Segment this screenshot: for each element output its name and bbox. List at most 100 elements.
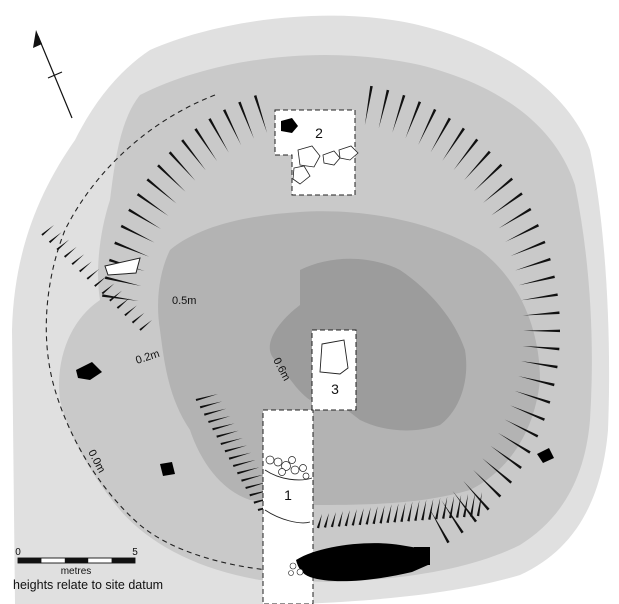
bank-hachure bbox=[41, 225, 54, 236]
stone-icon bbox=[296, 543, 430, 582]
bank-hachure bbox=[482, 458, 513, 484]
bank-hachure bbox=[455, 494, 462, 518]
bank-hachure bbox=[497, 432, 531, 454]
trench-2: 2 bbox=[274, 109, 359, 196]
bank-hachure bbox=[222, 109, 242, 146]
bank-hachure bbox=[131, 312, 145, 324]
stone-row bbox=[292, 145, 359, 185]
bank-hachure bbox=[365, 507, 371, 525]
bank-hachure bbox=[462, 493, 469, 518]
bank-hachure bbox=[232, 460, 256, 468]
bank-hachure bbox=[483, 177, 514, 203]
bank-hachure bbox=[441, 500, 464, 534]
bank-hachure bbox=[79, 261, 92, 273]
bank-hachure bbox=[136, 193, 169, 216]
bank-hachure bbox=[124, 305, 137, 317]
bank-hachure bbox=[208, 416, 231, 424]
bank-hachure bbox=[109, 290, 122, 302]
bank-hachure bbox=[414, 500, 420, 521]
bank-hachure bbox=[518, 376, 555, 387]
bank-hachure bbox=[364, 85, 373, 126]
bank-hachure bbox=[372, 506, 378, 525]
bank-hachure bbox=[428, 498, 434, 520]
bank-hachure bbox=[238, 101, 254, 139]
bank-hachure bbox=[405, 101, 422, 139]
north-arrow-icon bbox=[33, 30, 73, 119]
bank-hachure bbox=[448, 495, 455, 519]
bank-hachure bbox=[86, 268, 100, 280]
bank-hachure bbox=[510, 240, 546, 257]
scale-bar: 0 5 metres bbox=[15, 547, 138, 577]
bank-hachure bbox=[473, 469, 502, 498]
stone-icon bbox=[104, 257, 141, 276]
bank-hachure bbox=[323, 513, 329, 528]
bank-hachure bbox=[522, 345, 560, 351]
bank-hachure bbox=[228, 452, 252, 460]
bank-hachure bbox=[518, 275, 555, 286]
bank-hachure bbox=[237, 467, 260, 475]
stone-icon bbox=[414, 547, 430, 565]
bank-hachure bbox=[421, 499, 427, 521]
trench-label: 1 bbox=[284, 487, 292, 503]
bank-hachure bbox=[435, 497, 441, 520]
bank-hachure bbox=[330, 512, 336, 528]
stones bbox=[76, 257, 554, 582]
bank-hachure bbox=[358, 508, 364, 526]
bank-hachure bbox=[392, 94, 406, 133]
trench-1: 1 bbox=[262, 409, 314, 604]
contour-label: 0.5m bbox=[172, 295, 196, 307]
bank-hachure bbox=[181, 139, 206, 171]
stone-icon bbox=[160, 462, 175, 476]
bank-hachure bbox=[418, 108, 437, 145]
bank-hachure bbox=[453, 138, 479, 170]
bank-hachure bbox=[464, 150, 491, 181]
bank-hachure bbox=[146, 178, 177, 204]
bank-hachure bbox=[510, 405, 545, 421]
bank-hachure bbox=[101, 283, 115, 295]
stone-icon bbox=[76, 362, 102, 380]
bank-hachure bbox=[94, 276, 107, 287]
bank-hachure bbox=[379, 505, 385, 524]
bank-hachure bbox=[120, 224, 155, 243]
bank-hachure bbox=[212, 423, 235, 431]
bank-hachure bbox=[316, 514, 322, 529]
bank-hachure bbox=[505, 224, 540, 242]
bank-hachure bbox=[469, 492, 476, 517]
bank-hachure bbox=[523, 329, 561, 333]
bank-hachure bbox=[116, 298, 130, 309]
bank-hachure bbox=[199, 401, 223, 409]
bank-hachure bbox=[386, 504, 392, 524]
bank-hachure bbox=[491, 192, 523, 216]
bank-hachure bbox=[521, 361, 558, 369]
bank-hachure bbox=[474, 163, 503, 192]
bank-hachure bbox=[63, 246, 77, 258]
bank-hachure bbox=[515, 257, 551, 271]
scale-end-label: 5 bbox=[132, 547, 138, 558]
bank-hachure bbox=[393, 503, 399, 523]
bank-hachure bbox=[514, 390, 551, 404]
bank-hachure bbox=[203, 408, 227, 416]
bank-hachure bbox=[490, 445, 522, 470]
bank-hachure bbox=[114, 241, 150, 257]
bank-hachure bbox=[128, 208, 162, 230]
bank-hachure bbox=[344, 510, 350, 527]
bank-hachure bbox=[102, 294, 139, 302]
trench-label: 3 bbox=[331, 381, 339, 397]
bank-hachure bbox=[430, 117, 451, 153]
bank-hachure bbox=[498, 207, 532, 229]
bank-hachure bbox=[48, 232, 62, 244]
bank-hachure bbox=[429, 508, 450, 544]
bank-hachure bbox=[216, 430, 239, 438]
bank-hachure bbox=[195, 394, 218, 402]
bank-hachure bbox=[400, 502, 406, 522]
bank-hachure bbox=[208, 118, 229, 153]
map-caption: heights relate to site datum bbox=[13, 578, 164, 592]
bank-hachures bbox=[41, 85, 561, 544]
trench-label: 2 bbox=[315, 125, 323, 141]
bank-hachure bbox=[442, 127, 465, 161]
scale-start-label: 0 bbox=[15, 547, 21, 558]
bank-hachure bbox=[407, 501, 413, 522]
scale-unit-label: metres bbox=[61, 566, 92, 577]
bank-hachure bbox=[224, 445, 247, 453]
